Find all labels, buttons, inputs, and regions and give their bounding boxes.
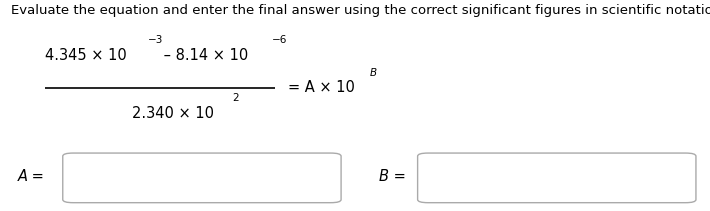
Text: Evaluate the equation and enter the final answer using the correct significant f: Evaluate the equation and enter the fina… — [11, 4, 710, 17]
Text: B: B — [370, 68, 377, 78]
FancyBboxPatch shape — [417, 153, 696, 203]
Text: 4.345 × 10: 4.345 × 10 — [45, 48, 127, 63]
FancyBboxPatch shape — [62, 153, 341, 203]
Text: = A × 10: = A × 10 — [288, 80, 354, 95]
Text: −6: −6 — [271, 35, 287, 45]
Text: 2: 2 — [233, 93, 239, 103]
Text: −3: −3 — [148, 35, 164, 45]
Text: 2.340 × 10: 2.340 × 10 — [132, 106, 214, 121]
Text: A =: A = — [18, 169, 45, 184]
Text: B =: B = — [379, 169, 406, 184]
Text: – 8.14 × 10: – 8.14 × 10 — [159, 48, 248, 63]
